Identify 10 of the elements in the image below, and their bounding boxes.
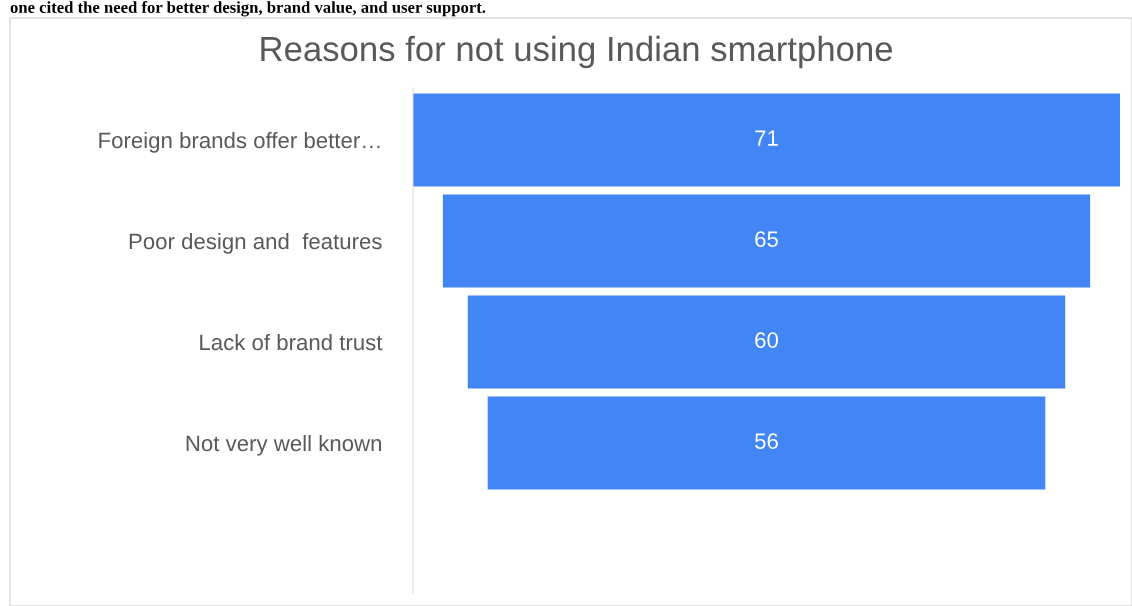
text: Reasons for not using Indian smartphone	[261, 35, 892, 69]
data-label: 65	[755, 231, 778, 247]
data-label: 60	[755, 332, 778, 348]
data-label: 56	[755, 433, 778, 449]
text: one cited the need for better design, brand value, and user support.	[10, 1, 486, 17]
category-label: Not very well known	[186, 434, 382, 456]
category-label: Lack of brand trust	[200, 333, 383, 351]
category-label: Poor design and features	[129, 232, 382, 254]
category-label: Foreign brands offer better…	[99, 131, 380, 153]
data-label: 71	[755, 130, 778, 146]
